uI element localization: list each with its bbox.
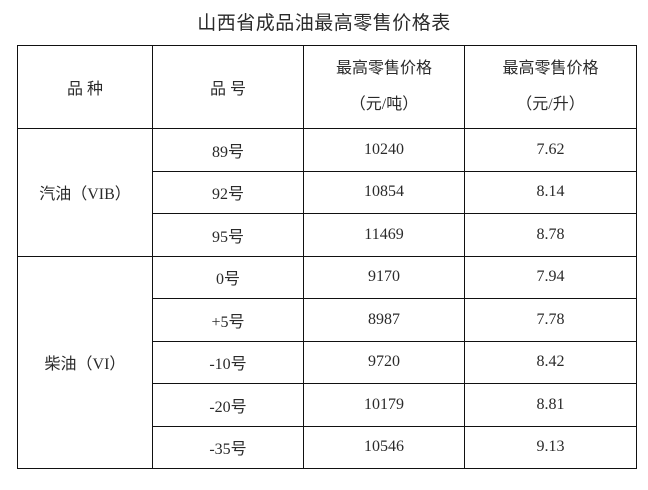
grade-cell: -20号 [152, 383, 304, 427]
grade-cell: -10号 [152, 340, 304, 384]
price-ton-cell: 10854 [303, 170, 465, 214]
table-row: -10号 9720 8.42 [18, 340, 637, 384]
price-liter-cell: 7.78 [464, 298, 637, 342]
price-liter-cell: 7.62 [464, 128, 637, 172]
table-row: 92号 10854 8.14 [18, 170, 637, 214]
table-row: +5号 8987 7.78 [18, 298, 637, 342]
price-table: 品 种 品 号 最高零售价格 （元/吨） 最高零售价格 （元/升） 汽油（VIB… [17, 45, 637, 469]
price-ton-cell: 10179 [303, 383, 465, 427]
grade-cell: +5号 [152, 298, 304, 342]
price-ton-cell: 11469 [303, 213, 465, 257]
price-liter-cell: 9.13 [464, 425, 637, 469]
grade-cell: -35号 [152, 425, 304, 469]
grade-cell: 89号 [152, 128, 304, 172]
price-ton-cell: 10546 [303, 425, 465, 469]
fuel-kind-cell: 柴油（VI） [17, 255, 153, 469]
price-liter-cell: 7.94 [464, 255, 637, 299]
header-price-liter-line1: 最高零售价格 [502, 60, 599, 77]
price-ton-cell: 8987 [303, 298, 465, 342]
price-ton-cell: 9720 [303, 340, 465, 384]
price-liter-cell: 8.81 [464, 383, 637, 427]
header-grade: 品 号 [152, 45, 304, 129]
price-ton-cell: 9170 [303, 255, 465, 299]
header-price-liter-line2: （元/升） [516, 96, 585, 113]
table-row: 汽油（VIB） 89号 10240 7.62 [17, 128, 637, 257]
header-price-liter: 最高零售价格 （元/升） [464, 45, 637, 129]
grade-cell: 0号 [152, 255, 304, 299]
page-title: 山西省成品油最高零售价格表 [197, 13, 451, 34]
price-ton-cell: 10240 [303, 128, 465, 172]
header-price-ton: 最高零售价格 （元/吨） [303, 45, 465, 129]
table-row: -35号 10546 9.13 [18, 425, 637, 469]
price-liter-cell: 8.42 [464, 340, 637, 384]
table-row: -20号 10179 8.81 [18, 383, 637, 427]
table-header-row: 品 种 品 号 最高零售价格 （元/吨） 最高零售价格 （元/升） [17, 45, 637, 129]
table-row: 柴油（VI） 0号 9170 7.94 [17, 255, 637, 469]
grade-cell: 92号 [152, 170, 304, 214]
price-liter-cell: 8.14 [464, 170, 637, 214]
header-price-ton-line1: 最高零售价格 [335, 60, 432, 77]
price-liter-cell: 8.78 [464, 213, 637, 257]
grade-cell: 95号 [152, 213, 304, 257]
fuel-kind-cell: 汽油（VIB） [17, 128, 153, 257]
header-price-ton-line2: （元/吨） [349, 96, 419, 113]
table-row: 95号 11469 8.78 [18, 213, 637, 257]
header-kind: 品 种 [17, 45, 153, 129]
